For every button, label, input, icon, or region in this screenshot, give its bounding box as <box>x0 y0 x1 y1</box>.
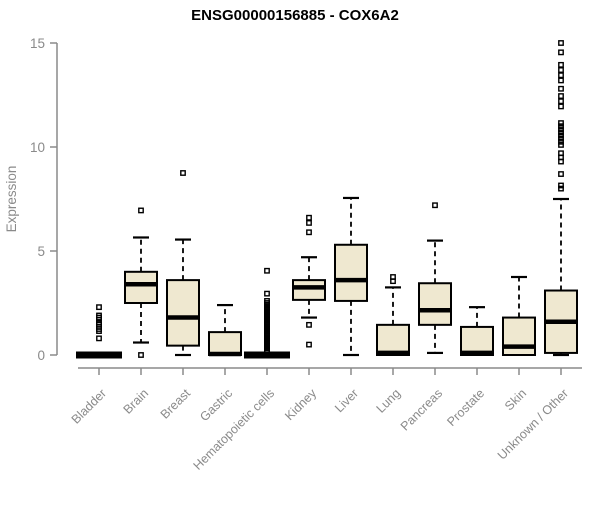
outlier-point-breast <box>180 170 186 176</box>
outlier-point-lung <box>390 278 396 285</box>
outlier-point-kidney <box>306 341 312 348</box>
y-axis-label: Expression <box>4 166 19 233</box>
x-tick-label-prostate: Prostate <box>444 386 487 429</box>
x-tick-label-lung: Lung <box>374 386 404 416</box>
outlier-point-unknown-other <box>558 103 564 110</box>
outlier-point-bladder <box>96 328 102 334</box>
chart-title: ENSG00000156885 - COX6A2 <box>191 7 399 24</box>
outlier-point-unknown-other <box>558 61 564 68</box>
x-tick-label-brain: Brain <box>121 386 152 417</box>
x-tick-label-kidney: Kidney <box>282 386 319 423</box>
x-tick-label-unknown-other: Unknown / Other <box>495 386 571 462</box>
outlier-point-unknown-other <box>558 77 564 84</box>
x-tick-label-pancreas: Pancreas <box>398 386 445 433</box>
outlier-point-kidney <box>306 214 312 221</box>
outlier-point-unknown-other <box>558 142 564 148</box>
outlier-point-pancreas <box>432 202 438 209</box>
box-lung <box>376 323 410 356</box>
y-tick-label: 0 <box>37 348 45 363</box>
outlier-point-unknown-other <box>558 135 564 142</box>
outlier-point-kidney <box>306 321 312 328</box>
outlier-point-unknown-other <box>558 40 564 46</box>
outlier-point-hematopoietic-cells <box>264 267 270 274</box>
outlier-point-unknown-other <box>558 158 564 165</box>
outlier-point-unknown-other <box>558 171 564 177</box>
outlier-point-unknown-other <box>558 85 564 92</box>
outlier-point-unknown-other <box>558 93 564 99</box>
box-liver <box>334 243 368 302</box>
outlier-point-hematopoietic-cells <box>264 348 270 355</box>
outlier-point-unknown-other <box>558 126 564 133</box>
outlier-point-unknown-other <box>558 132 564 139</box>
outlier-point-unknown-other <box>558 49 564 56</box>
outlier-point-unknown-other <box>558 129 564 136</box>
box-gastric <box>208 331 242 356</box>
box-skin <box>502 316 536 356</box>
plot-area: 0 5 10 15 Bladder Brain Breast GastricHematopoi… <box>30 36 582 473</box>
outlier-point-bladder <box>96 335 102 342</box>
outlier-point-bladder <box>96 304 102 311</box>
outlier-point-unknown-other <box>558 120 564 126</box>
x-tick-label-bladder: Bladder <box>69 386 109 426</box>
box-brain <box>124 270 158 304</box>
outlier-point-unknown-other <box>558 98 564 105</box>
outlier-point-unknown-other <box>558 67 564 73</box>
box-prostate <box>460 325 494 357</box>
x-tick-label-skin: Skin <box>502 386 529 413</box>
box-kidney <box>292 279 326 301</box>
outlier-point-brain <box>138 207 144 214</box>
outlier-point-unknown-other <box>558 182 564 189</box>
y-tick-label: 5 <box>37 244 45 259</box>
outlier-point-unknown-other <box>558 72 564 79</box>
x-tick-label-gastric: Gastric <box>197 386 235 424</box>
x-tick-label-breast: Breast <box>158 386 194 422</box>
outlier-point-hematopoietic-cells <box>264 290 270 297</box>
outlier-point-unknown-other <box>558 138 564 145</box>
box-hematopoietic-cells <box>244 351 290 359</box>
outlier-point-brain <box>138 352 144 358</box>
y-tick-label: 15 <box>30 36 45 51</box>
outlier-point-unknown-other <box>558 123 564 130</box>
box-pancreas <box>418 282 452 326</box>
y-tick-label: 10 <box>30 140 45 155</box>
outlier-point-kidney <box>306 220 312 226</box>
x-tick-label-liver: Liver <box>332 386 361 415</box>
box-bladder <box>76 351 122 359</box>
x-tick-label-hematopoietic-cells: Hematopoietic cells <box>191 386 278 473</box>
outlier-point-kidney <box>306 229 312 236</box>
outlier-point-bladder <box>96 316 102 323</box>
outlier-point-unknown-other <box>558 185 564 192</box>
box-breast <box>166 279 200 347</box>
